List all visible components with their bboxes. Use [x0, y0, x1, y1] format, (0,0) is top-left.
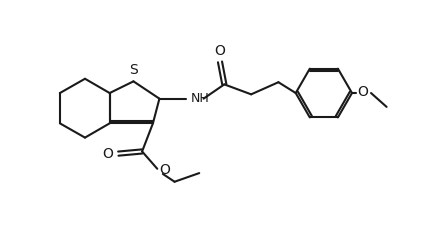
Text: O: O — [357, 85, 368, 99]
Text: O: O — [102, 147, 113, 161]
Text: NH: NH — [191, 92, 209, 105]
Text: O: O — [215, 45, 225, 58]
Text: O: O — [159, 163, 170, 177]
Text: S: S — [129, 63, 138, 77]
